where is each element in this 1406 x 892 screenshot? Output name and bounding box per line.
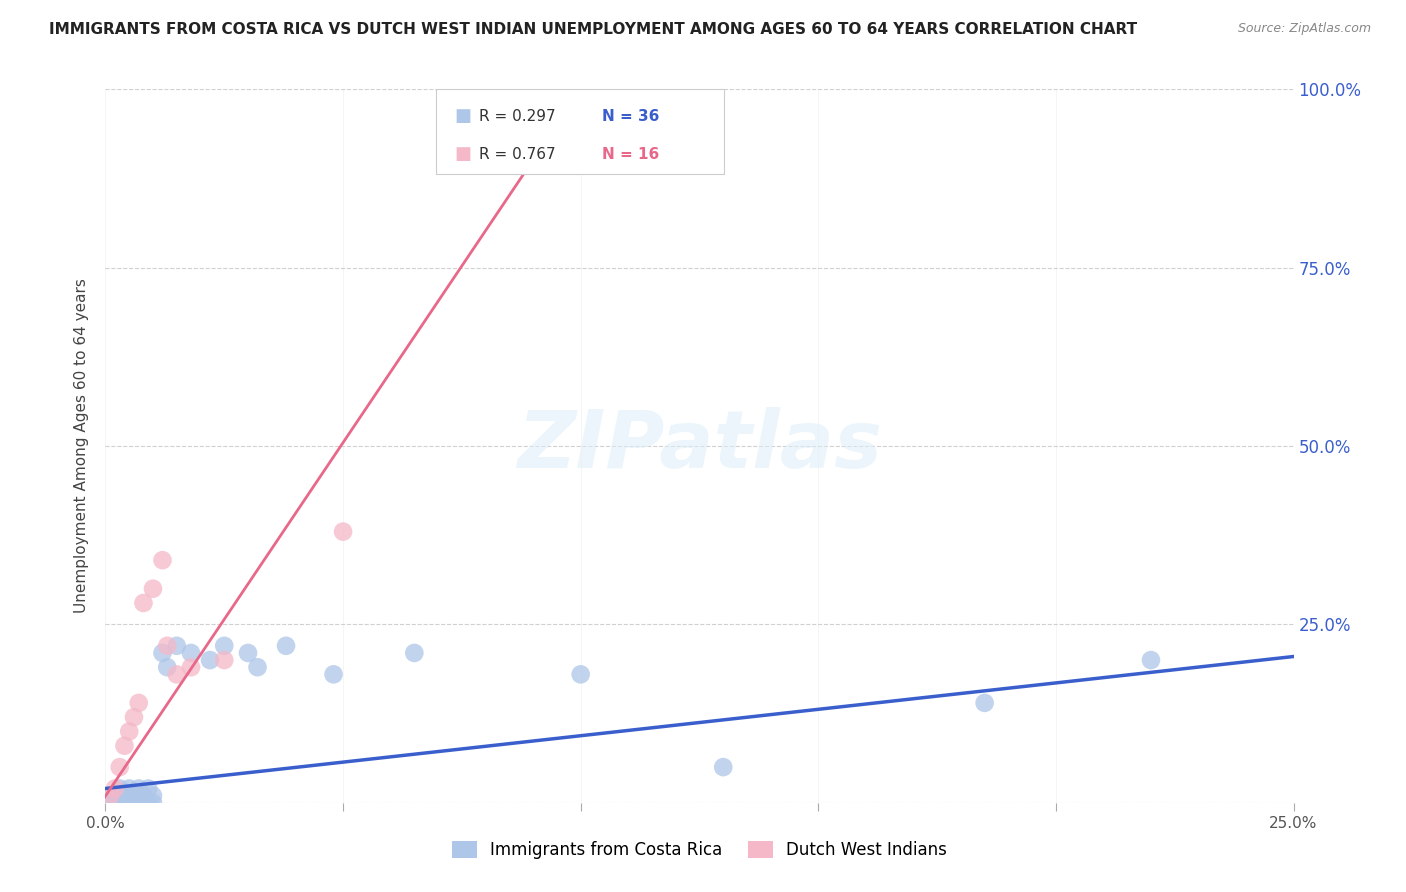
Point [108,760,131,774]
Text: R = 0.297: R = 0.297 [479,109,555,124]
Point [104,796,127,810]
Point [180,646,202,660]
Point [104,781,127,796]
Point [108,789,131,803]
Text: N = 36: N = 36 [602,109,659,124]
Point [108,781,131,796]
Legend: Immigrants from Costa Rica, Dutch West Indians: Immigrants from Costa Rica, Dutch West I… [446,834,953,866]
Point [156,639,179,653]
Point [152,646,174,660]
Point [274,639,297,653]
Point [114,796,136,810]
Y-axis label: Unemployment Among Ages 60 to 64 years: Unemployment Among Ages 60 to 64 years [75,278,90,614]
Text: IMMIGRANTS FROM COSTA RICA VS DUTCH WEST INDIAN UNEMPLOYMENT AMONG AGES 60 TO 64: IMMIGRANTS FROM COSTA RICA VS DUTCH WEST… [49,22,1137,37]
Point [98,789,121,803]
Text: ■: ■ [454,107,471,126]
Point [142,582,165,596]
Point [118,796,141,810]
Point [114,739,136,753]
Point [142,789,165,803]
Point [98,789,121,803]
Point [522,111,544,125]
Text: ■: ■ [454,145,471,163]
Point [128,696,150,710]
Point [180,660,202,674]
Point [569,667,592,681]
Point [214,653,236,667]
Point [128,781,150,796]
Point [132,596,155,610]
Text: Source: ZipAtlas.com: Source: ZipAtlas.com [1237,22,1371,36]
Point [322,667,344,681]
Point [114,789,136,803]
Point [166,639,188,653]
Text: N = 16: N = 16 [602,147,659,161]
Point [246,660,269,674]
Point [166,667,188,681]
Point [156,660,179,674]
Point [132,796,155,810]
Point [711,760,734,774]
Point [128,796,150,810]
Text: R = 0.767: R = 0.767 [479,147,555,161]
Point [404,646,426,660]
Point [142,796,165,810]
Point [136,781,159,796]
Point [118,781,141,796]
Point [214,639,236,653]
Point [136,796,159,810]
Point [122,796,145,810]
Point [118,789,141,803]
Point [198,653,221,667]
Point [122,710,145,724]
Point [132,789,155,803]
Point [104,789,127,803]
Point [236,646,259,660]
Point [118,724,141,739]
Point [152,553,174,567]
Point [973,696,995,710]
Point [332,524,354,539]
Text: ZIPatlas: ZIPatlas [517,407,882,485]
Point [108,796,131,810]
Point [122,789,145,803]
Point [1140,653,1163,667]
